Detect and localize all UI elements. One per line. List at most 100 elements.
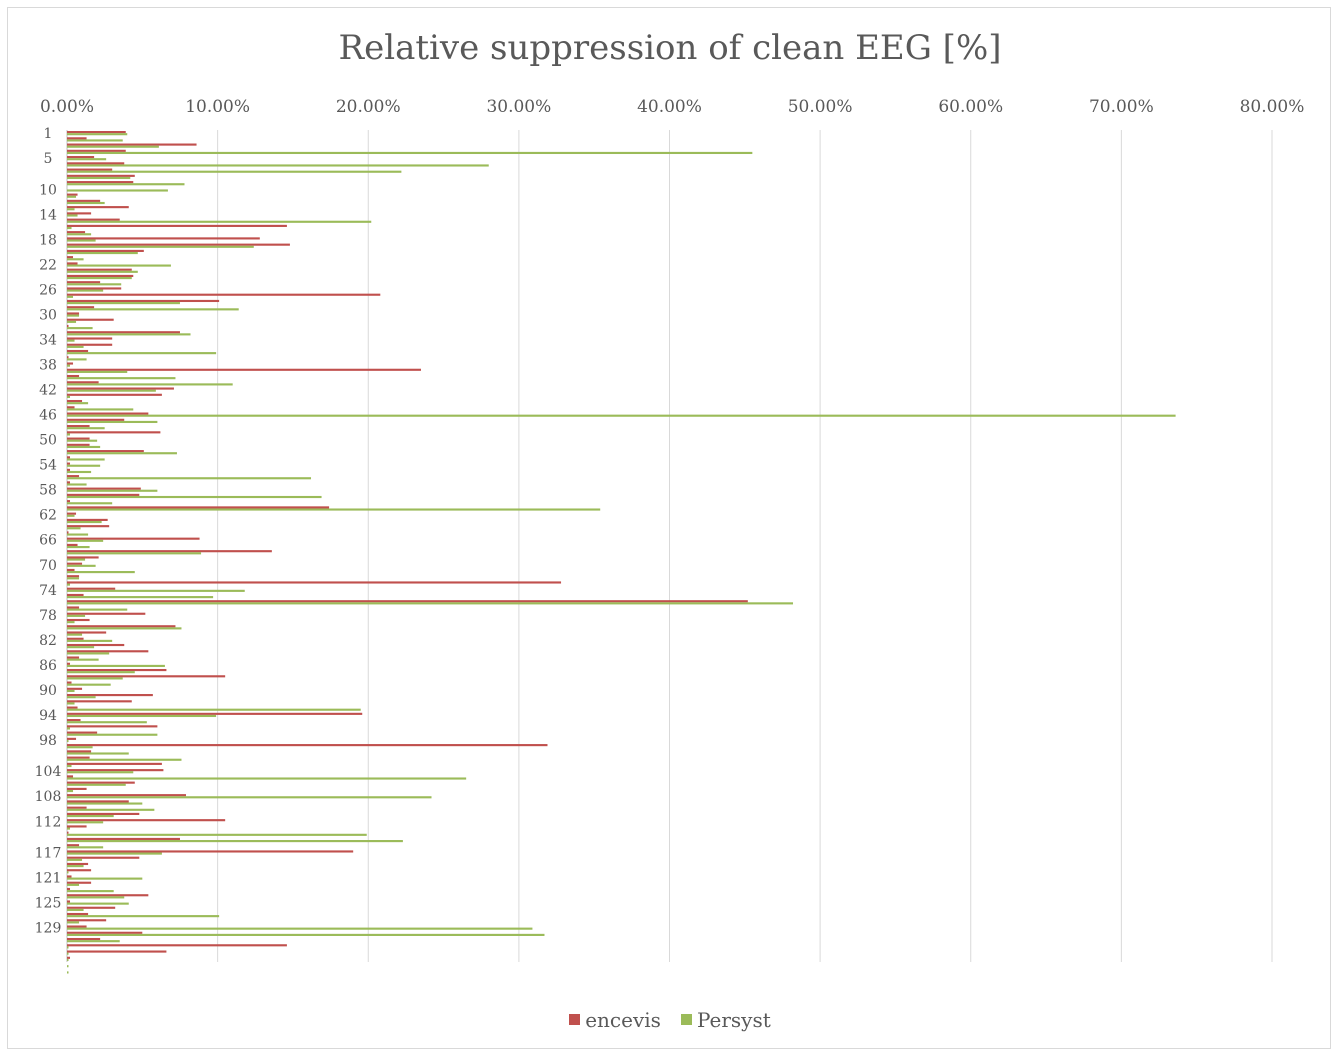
bar-encevis [67, 174, 135, 177]
bar-encevis [67, 149, 126, 152]
bar-encevis [67, 931, 143, 934]
y-tick-label: 42 [39, 383, 57, 399]
bar-persyst [67, 283, 122, 286]
bar-persyst [67, 883, 80, 886]
bar-persyst [67, 890, 114, 893]
bar-persyst [67, 639, 113, 642]
y-tick-label: 129 [35, 921, 62, 937]
y-tick-label: 78 [39, 608, 57, 624]
bar-persyst [67, 965, 69, 968]
bar-persyst [67, 489, 158, 492]
bar-persyst [67, 164, 489, 167]
y-tick-label: 82 [39, 633, 57, 649]
bar-persyst [67, 145, 159, 148]
bar-persyst [67, 183, 185, 186]
legend-item-persyst: Persyst [680, 1008, 771, 1032]
y-tick-label: 14 [39, 207, 57, 223]
bar-encevis [67, 393, 162, 396]
bar-persyst [67, 308, 239, 311]
bar-encevis [67, 781, 135, 784]
bar-persyst [67, 652, 110, 655]
y-tick-label: 22 [39, 258, 57, 274]
bar-persyst [67, 495, 322, 499]
bar-encevis [67, 625, 176, 628]
bar-persyst [67, 865, 84, 868]
bar-encevis [67, 162, 125, 165]
bar-persyst [67, 201, 105, 205]
bar-persyst [67, 840, 403, 843]
bar-encevis [67, 725, 158, 728]
bar-persyst [67, 239, 96, 242]
bar-encevis [67, 331, 180, 334]
bar-encevis [67, 199, 101, 202]
y-tick-label: 10 [39, 182, 57, 198]
bar-encevis [67, 374, 80, 378]
bar-persyst [67, 258, 84, 261]
x-tick-label: 70.00% [1089, 97, 1154, 117]
bar-persyst [67, 852, 162, 855]
bar-persyst [67, 627, 182, 630]
bar-encevis [67, 412, 149, 415]
bar-persyst [67, 577, 80, 580]
y-tick-label: 117 [35, 846, 62, 862]
bar-encevis [67, 131, 126, 134]
bar-persyst [67, 176, 131, 180]
bar-persyst [67, 383, 233, 386]
x-tick-label: 50.00% [788, 97, 853, 117]
y-tick-label: 66 [39, 533, 57, 549]
bar-encevis [67, 231, 86, 234]
bar-persyst [67, 796, 432, 799]
bar-encevis [67, 306, 95, 309]
bar-encevis [67, 581, 562, 584]
bar-encevis [67, 456, 71, 459]
bar-encevis [67, 712, 363, 715]
bar-encevis [67, 324, 69, 328]
y-tick-label: 74 [39, 583, 57, 599]
bar-persyst [67, 514, 75, 517]
bar-encevis [67, 493, 140, 496]
bar-encevis [67, 168, 113, 171]
bar-persyst [67, 727, 71, 730]
x-tick-label: 30.00% [486, 97, 551, 117]
bar-persyst [67, 170, 402, 173]
bar-persyst [67, 502, 113, 505]
bar-persyst [67, 477, 312, 480]
bar-encevis [67, 143, 197, 146]
bar-encevis [67, 856, 140, 859]
bar-persyst [67, 571, 135, 574]
bar-persyst [67, 377, 176, 380]
bar-persyst [67, 589, 245, 592]
x-tick-label: 0.00% [40, 97, 94, 117]
bar-encevis [67, 668, 167, 672]
bar-encevis [67, 193, 78, 196]
bar-persyst [67, 971, 69, 974]
x-tick-label: 80.00% [1240, 97, 1305, 117]
bar-encevis [67, 750, 92, 753]
bar-persyst [67, 233, 92, 236]
bar-persyst [67, 702, 75, 705]
bar-encevis [67, 606, 80, 609]
bar-encevis [67, 600, 748, 603]
bar-encevis [67, 762, 162, 765]
legend-swatch [680, 1014, 692, 1025]
bar-persyst [67, 389, 156, 392]
bar-persyst [67, 814, 114, 818]
bar-encevis [67, 837, 180, 841]
bar-encevis [67, 894, 149, 897]
bar-encevis [67, 406, 75, 409]
bar-encevis [67, 700, 132, 703]
bar-persyst [67, 289, 104, 292]
bar-persyst [67, 189, 168, 192]
bar-encevis [67, 462, 71, 465]
bar-persyst [67, 420, 158, 424]
y-tick-label: 50 [39, 433, 57, 449]
bar-persyst [67, 908, 84, 911]
bar-encevis [67, 881, 92, 884]
bar-encevis [67, 525, 110, 528]
bar-encevis [67, 349, 89, 353]
bar-persyst [67, 696, 96, 699]
bar-persyst [67, 264, 171, 267]
bar-persyst [67, 777, 467, 780]
bar-persyst [67, 214, 78, 217]
bar-persyst [67, 333, 191, 336]
